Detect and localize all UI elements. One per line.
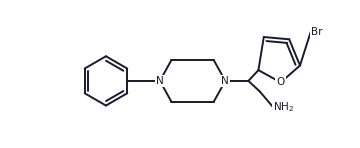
Text: N: N bbox=[156, 76, 164, 86]
Text: Br: Br bbox=[311, 27, 322, 37]
Text: O: O bbox=[276, 77, 285, 87]
Text: N: N bbox=[221, 76, 229, 86]
Text: NH$_2$: NH$_2$ bbox=[273, 100, 294, 114]
